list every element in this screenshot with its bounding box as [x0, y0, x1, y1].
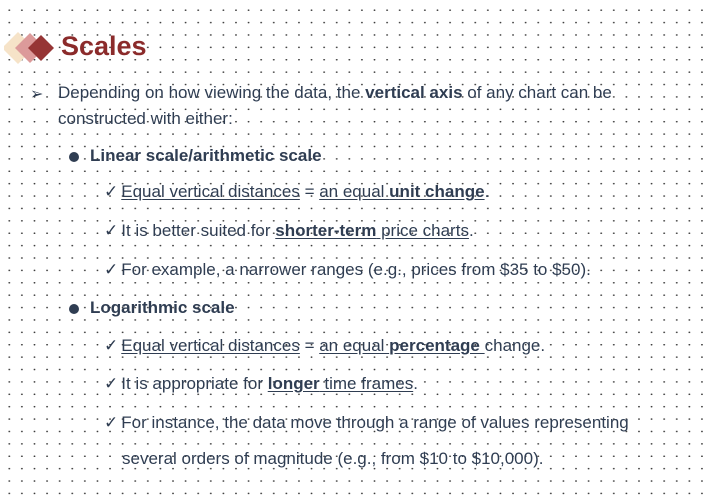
emphasis: longer: [267, 374, 320, 393]
check-icon: ✓: [104, 182, 119, 201]
text: For instance, the data move through a ra…: [121, 413, 629, 432]
log-item-3: ✓ For instance, the data move through a r…: [104, 413, 629, 433]
bullet-icon: [69, 152, 79, 162]
text: change.: [484, 336, 546, 355]
check-icon: ✓: [104, 374, 119, 393]
text: =: [299, 182, 320, 201]
text: .: [468, 221, 474, 240]
linear-heading: Linear scale/arithmetic scale: [90, 146, 322, 165]
linear-item-2: ✓ It is better suited for shorter-term pr…: [104, 221, 474, 241]
text: .: [484, 182, 490, 201]
text: Equal vertical distances: [121, 336, 300, 355]
emphasis: percentage: [389, 336, 485, 355]
text: of any chart can be: [462, 83, 612, 102]
text: =: [299, 336, 320, 355]
log-heading: Logarithmic scale: [90, 298, 235, 317]
text: For example, a narrower ranges (e.g., pr…: [121, 260, 591, 279]
check-icon: ✓: [104, 413, 119, 432]
log-item-1: ✓ Equal vertical distances = an equal per…: [104, 336, 545, 356]
intro-line-2: constructed with either:: [58, 109, 233, 128]
text: It is appropriate for: [121, 374, 268, 393]
check-icon: ✓: [104, 221, 119, 240]
emphasis: shorter-term: [275, 221, 377, 240]
arrow-bullet-icon: ➢: [30, 86, 44, 103]
linear-item-3: ✓ For example, a narrower ranges (e.g., p…: [104, 260, 591, 280]
linear-item-1: ✓ Equal vertical distances = an equal uni…: [104, 182, 489, 202]
text: Depending on how viewing the data, the: [58, 83, 366, 102]
slide-title: Scales: [61, 31, 147, 61]
check-icon: ✓: [104, 260, 119, 279]
log-item-2: ✓ It is appropriate for longer time frame…: [104, 374, 418, 394]
log-item-3-continued: several orders of magnitude (e.g., from …: [122, 449, 544, 468]
emphasis: vertical axis: [365, 83, 463, 102]
text: Equal vertical distances: [121, 182, 300, 201]
bullet-icon: [69, 304, 79, 314]
text: .: [413, 374, 418, 393]
emphasis: unit change: [389, 182, 485, 201]
text: an equal: [319, 336, 390, 355]
check-icon: ✓: [104, 336, 119, 355]
intro-line-1: Depending on how viewing the data, the v…: [58, 83, 612, 103]
text: time frames: [319, 374, 414, 393]
text: It is better suited for: [121, 221, 276, 240]
diamond-logo-icon: [4, 32, 54, 64]
text: an equal: [319, 182, 390, 201]
text: price charts: [376, 221, 469, 240]
